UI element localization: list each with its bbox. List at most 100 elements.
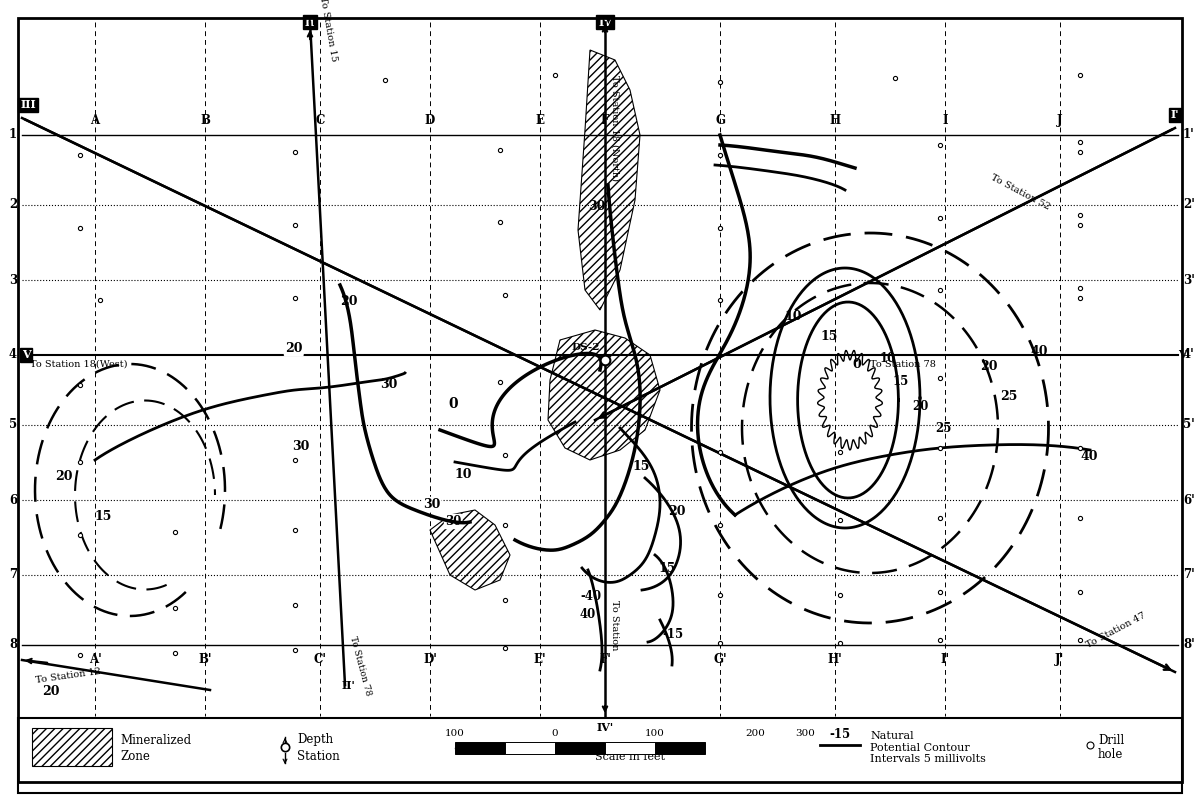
Polygon shape bbox=[548, 330, 660, 460]
Text: Natural: Natural bbox=[870, 731, 913, 741]
Text: IV': IV' bbox=[596, 722, 613, 733]
Text: H': H' bbox=[828, 653, 842, 666]
Text: B': B' bbox=[198, 653, 211, 666]
Polygon shape bbox=[578, 50, 640, 310]
Text: Potential Contour: Potential Contour bbox=[870, 743, 970, 753]
Bar bbox=[455, 742, 505, 754]
Bar bbox=[505, 742, 554, 754]
Text: 30: 30 bbox=[445, 515, 461, 528]
Text: V': V' bbox=[1178, 350, 1190, 361]
Text: C: C bbox=[316, 114, 325, 127]
Text: hole: hole bbox=[1098, 747, 1123, 761]
Text: 100: 100 bbox=[646, 729, 665, 738]
Text: 15: 15 bbox=[634, 460, 650, 473]
Text: 15: 15 bbox=[95, 510, 113, 523]
Text: D: D bbox=[425, 114, 436, 127]
Text: 20: 20 bbox=[980, 360, 997, 373]
Text: II': II' bbox=[341, 680, 355, 691]
Text: I: I bbox=[942, 114, 948, 127]
Text: 10: 10 bbox=[785, 310, 803, 323]
Text: To Station 18(West): To Station 18(West) bbox=[30, 360, 127, 369]
Text: 15: 15 bbox=[658, 562, 676, 575]
Text: A: A bbox=[90, 114, 100, 127]
Text: -15: -15 bbox=[662, 628, 683, 641]
Text: 7': 7' bbox=[1183, 569, 1195, 582]
Text: -15: -15 bbox=[829, 728, 851, 741]
Text: 2': 2' bbox=[1183, 198, 1195, 211]
Text: Intervals 5 millivolts: Intervals 5 millivolts bbox=[870, 754, 986, 764]
Text: 30: 30 bbox=[424, 498, 440, 511]
Text: C': C' bbox=[313, 653, 326, 666]
Text: 200: 200 bbox=[745, 729, 764, 738]
Text: A': A' bbox=[89, 653, 101, 666]
Text: 6: 6 bbox=[8, 494, 17, 506]
Text: 20: 20 bbox=[668, 505, 685, 518]
Text: To Station 52: To Station 52 bbox=[989, 173, 1051, 212]
Text: To Station 78: To Station 78 bbox=[870, 360, 936, 369]
Text: 30: 30 bbox=[588, 200, 605, 213]
Text: 1: 1 bbox=[8, 129, 17, 142]
Text: 2: 2 bbox=[8, 198, 17, 211]
Text: E: E bbox=[535, 114, 545, 127]
Text: 25: 25 bbox=[935, 422, 952, 435]
Text: 7: 7 bbox=[8, 569, 17, 582]
Text: To Station 78: To Station 78 bbox=[348, 635, 372, 697]
Text: H: H bbox=[829, 114, 840, 127]
Text: 0: 0 bbox=[552, 729, 558, 738]
Text: 0: 0 bbox=[852, 358, 860, 371]
Bar bbox=[18, 718, 1182, 793]
Text: 20: 20 bbox=[42, 685, 60, 698]
Text: 1': 1' bbox=[1183, 129, 1195, 142]
Text: III: III bbox=[20, 99, 36, 110]
Text: 20: 20 bbox=[55, 470, 72, 483]
Polygon shape bbox=[430, 510, 510, 590]
Text: IV: IV bbox=[598, 17, 612, 27]
Text: 10: 10 bbox=[880, 352, 896, 365]
Text: -40: -40 bbox=[580, 590, 601, 603]
Text: 100: 100 bbox=[445, 729, 464, 738]
Text: Scale in feet: Scale in feet bbox=[595, 752, 665, 762]
Text: 40: 40 bbox=[1030, 345, 1048, 358]
Text: To Station 15: To Station 15 bbox=[318, 0, 338, 62]
Text: 10: 10 bbox=[455, 468, 473, 481]
Text: 4: 4 bbox=[8, 349, 17, 362]
Text: D': D' bbox=[424, 653, 437, 666]
Text: I': I' bbox=[941, 653, 949, 666]
Text: 5: 5 bbox=[8, 418, 17, 431]
Text: Depth: Depth bbox=[298, 734, 334, 746]
Text: Station: Station bbox=[298, 750, 340, 762]
Text: II: II bbox=[305, 17, 316, 27]
Bar bbox=[554, 742, 605, 754]
Text: 30: 30 bbox=[292, 440, 310, 453]
Bar bbox=[655, 742, 706, 754]
Text: 5': 5' bbox=[1183, 418, 1195, 431]
Text: G: G bbox=[715, 114, 725, 127]
Text: 20: 20 bbox=[912, 400, 929, 413]
Text: To Station 12: To Station 12 bbox=[35, 667, 102, 685]
Text: 40: 40 bbox=[580, 608, 596, 621]
Bar bbox=[32, 728, 112, 766]
Text: F: F bbox=[601, 114, 610, 127]
Text: 8: 8 bbox=[8, 638, 17, 651]
Text: 30: 30 bbox=[380, 378, 397, 391]
Text: G': G' bbox=[713, 653, 727, 666]
Text: 20: 20 bbox=[286, 342, 302, 355]
Text: DS-2: DS-2 bbox=[571, 343, 600, 352]
Bar bbox=[605, 742, 655, 754]
Text: 15: 15 bbox=[893, 375, 910, 388]
Text: Mineralized: Mineralized bbox=[120, 734, 191, 746]
Text: E': E' bbox=[534, 653, 546, 666]
Text: 15: 15 bbox=[820, 330, 838, 343]
Text: 300: 300 bbox=[796, 729, 815, 738]
Text: 6': 6' bbox=[1183, 494, 1195, 506]
Text: Zone: Zone bbox=[120, 750, 150, 762]
Text: 3': 3' bbox=[1183, 274, 1195, 286]
Text: 0: 0 bbox=[448, 397, 457, 411]
Text: To Station 47: To Station 47 bbox=[1085, 611, 1147, 650]
Text: 20: 20 bbox=[340, 295, 358, 308]
Text: To Station: To Station bbox=[610, 600, 619, 650]
Text: J': J' bbox=[1055, 653, 1064, 666]
Text: Drill: Drill bbox=[1098, 734, 1124, 746]
Text: 3: 3 bbox=[8, 274, 17, 286]
Text: V: V bbox=[22, 350, 30, 361]
